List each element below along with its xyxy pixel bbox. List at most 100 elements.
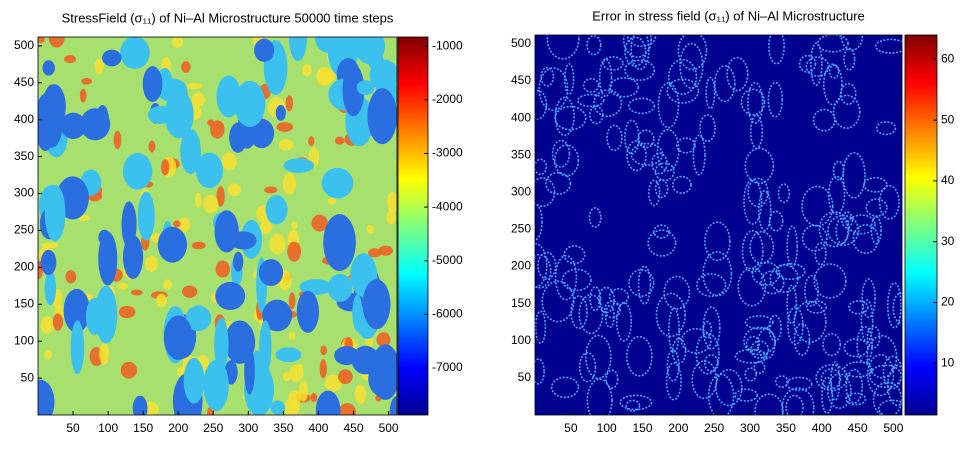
precipitate [369,59,397,91]
hot-spot [278,139,294,151]
x-tick-label: 250 [704,421,724,435]
hot-spot [130,289,143,296]
hot-spot [378,245,393,256]
hot-spot [366,224,375,234]
precipitate [296,290,319,333]
interface-ring [538,67,569,112]
interface-ring [563,63,575,95]
precipitate [229,122,247,153]
precipitate [352,294,363,332]
interface-ring [604,304,615,329]
precipitate [102,49,122,67]
interface-ring [671,175,692,194]
interface-ring [830,361,841,401]
hot-spot [269,233,286,255]
interface-ring [676,137,696,154]
hot-spot [120,361,138,379]
interface-ring [886,282,902,329]
interface-ring [655,292,686,338]
colorbar-tick-label: 50 [941,112,955,126]
y-tick-label: 150 [14,296,34,310]
hot-spot [195,192,202,209]
interface-ring [785,394,804,415]
interface-ring [737,267,767,307]
interface-ring [535,89,548,120]
interface-ring [657,82,680,129]
hot-spot [259,221,273,234]
interface-ring [598,58,613,98]
interface-ring [535,358,545,385]
precipitate [259,320,272,374]
heatmap-image [38,37,397,415]
interface-ring [577,93,605,108]
hot-spot [283,399,300,415]
x-tick-label: 400 [812,421,832,435]
hot-spot [334,136,345,145]
hot-spot [310,393,318,402]
precipitate [389,395,397,415]
x-tick-label: 350 [273,421,293,435]
interface-ring [866,325,881,349]
precipitate [98,231,118,286]
interface-ring [656,128,680,172]
interface-ring [586,378,613,415]
precipitate [362,279,391,330]
precipitate [120,37,150,69]
interface-ring [704,221,731,262]
interface-ring [699,114,716,143]
heatmap-panel: StressField (σ₁₁) of Ni–Al Microstructur… [14,10,463,435]
hot-spot [282,371,291,382]
precipitate [94,285,118,344]
hot-spot [276,122,294,132]
interface-ring [667,58,698,95]
hot-spot [216,186,225,207]
interface-ring [835,217,849,245]
hot-spot [221,152,237,171]
interface-ring [647,229,677,257]
precipitate [42,60,55,76]
hot-spot [311,214,328,232]
interface-ring [637,265,652,305]
hot-spot [52,313,64,331]
interface-ring [535,253,552,289]
interface-ring [875,120,897,136]
interface-ring [606,124,623,152]
hot-spot [289,331,296,340]
precipitate [368,360,397,397]
interface-ring [743,326,777,356]
interface-ring [608,77,640,98]
y-tick-label: 450 [511,73,531,87]
interface-ring [787,306,804,346]
x-tick-label: 500 [379,421,399,435]
hot-spot [227,183,241,197]
interface-ring [586,35,602,56]
interface-ring [843,338,869,358]
interface-ring [696,273,727,298]
interface-ring [679,42,704,89]
hot-spot [386,191,397,214]
interface-ring [750,340,770,359]
precipitate [40,249,57,276]
interface-ring [695,332,720,375]
interface-ring [875,38,902,54]
interface-ring [754,393,784,415]
precipitate [342,64,365,117]
interface-ring [863,176,888,193]
precipitate [283,158,315,173]
hot-spot [181,61,191,73]
hot-spot [210,120,225,139]
interface-ring [578,294,604,335]
interface-ring [822,63,843,106]
precipitate [254,38,275,62]
x-tick-label: 50 [66,421,80,435]
hot-spot [118,305,136,319]
hot-spot [318,69,336,84]
interface-ring [654,162,675,182]
x-tick-label: 300 [238,421,258,435]
hot-spot [48,37,65,48]
interface-ring [749,114,764,150]
interface-ring [619,394,653,411]
precipitate [321,167,354,199]
interface-ring [793,300,827,344]
interface-ring [702,306,721,350]
